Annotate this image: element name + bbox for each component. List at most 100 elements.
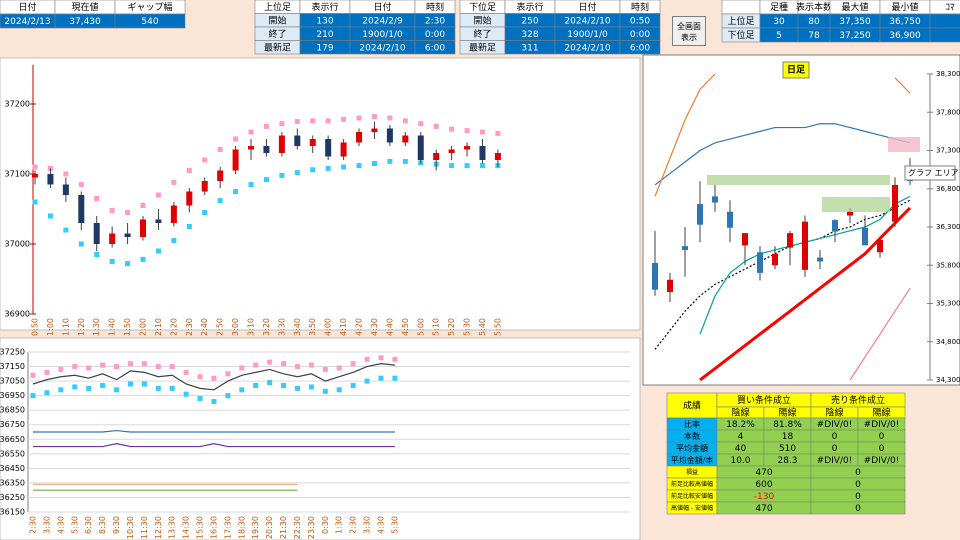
candle-body bbox=[170, 205, 177, 223]
cell-text: 陽線 bbox=[872, 407, 890, 419]
cell-text: 上位足 bbox=[264, 1, 291, 13]
band-marker bbox=[44, 390, 50, 396]
x-tick-label: 1:30 bbox=[92, 318, 101, 336]
line bbox=[699, 206, 912, 382]
band-marker bbox=[402, 118, 408, 124]
candle-body bbox=[817, 257, 823, 262]
candle-body bbox=[494, 153, 501, 160]
candle-body bbox=[862, 227, 868, 246]
cell-text: 10.0 bbox=[730, 456, 750, 466]
band-marker bbox=[140, 203, 146, 208]
x-tick-label: 17:30 bbox=[223, 516, 232, 539]
candle-body bbox=[417, 135, 424, 160]
x-tick-label: 10:30 bbox=[126, 516, 135, 539]
band-marker bbox=[58, 366, 64, 372]
band-marker bbox=[155, 364, 161, 370]
band-marker bbox=[100, 362, 106, 368]
band-marker bbox=[341, 116, 347, 122]
cell-text: ギャップ幅 bbox=[127, 1, 172, 13]
band-marker bbox=[239, 387, 245, 393]
cell-text: 終了 bbox=[473, 28, 491, 40]
x-tick-label: 4:30 bbox=[370, 318, 379, 336]
band-marker bbox=[155, 385, 161, 391]
candle-body bbox=[727, 211, 733, 228]
cell-text: 0 bbox=[855, 504, 861, 514]
band-marker bbox=[495, 130, 501, 136]
x-tick-label: 23:30 bbox=[307, 516, 316, 539]
band-marker bbox=[479, 129, 485, 135]
x-tick-label: 4:30 bbox=[377, 516, 386, 534]
band-marker bbox=[169, 364, 175, 370]
band-marker bbox=[32, 199, 38, 205]
line bbox=[33, 429, 395, 433]
cell-text: 比率 bbox=[684, 419, 700, 429]
x-tick-label: 3:10 bbox=[247, 318, 256, 336]
zone bbox=[822, 197, 890, 212]
band-marker bbox=[140, 256, 146, 262]
candle-body bbox=[325, 139, 332, 157]
cell-text: 2:30 bbox=[425, 16, 445, 26]
cell-text: 1900/1/0 bbox=[567, 30, 608, 40]
cell-text: 最新足 bbox=[264, 41, 291, 53]
x-tick-label: 2:30 bbox=[29, 516, 38, 534]
candle-body bbox=[772, 253, 778, 266]
cell-text: 平均金額/本 bbox=[671, 455, 714, 465]
candle-body bbox=[186, 191, 193, 206]
band-marker bbox=[310, 118, 316, 124]
x-tick-label: 21:30 bbox=[279, 516, 288, 539]
cell-text: ｺﾏ bbox=[945, 3, 955, 13]
band-marker bbox=[263, 177, 269, 183]
candle-body bbox=[78, 195, 85, 223]
x-tick-label: 5:20 bbox=[447, 318, 456, 336]
cell-text: 6:00 bbox=[425, 43, 445, 53]
band-marker bbox=[30, 393, 36, 399]
y-tick-label: 35,300 bbox=[936, 300, 960, 308]
cell-text: 37,250 bbox=[839, 31, 871, 41]
cell-text: 1900/1/0 bbox=[362, 30, 403, 40]
x-tick-label: 5:40 bbox=[478, 318, 487, 336]
cell-text: 18 bbox=[782, 432, 794, 442]
band-marker bbox=[94, 252, 100, 257]
band-marker bbox=[387, 115, 393, 121]
cell-text: #DIV/0! bbox=[817, 456, 853, 466]
cell bbox=[929, 13, 960, 29]
band-marker bbox=[109, 259, 115, 264]
cell-text: 2024/2/10 bbox=[564, 16, 610, 26]
x-tick-label: 5:30 bbox=[70, 516, 79, 534]
cell-text: 最小値 bbox=[891, 1, 918, 13]
candle-body bbox=[877, 240, 883, 253]
band-marker bbox=[449, 163, 455, 169]
band-marker bbox=[279, 121, 285, 127]
candle-body bbox=[93, 223, 100, 244]
band-marker bbox=[294, 170, 300, 176]
cell-text: 表示行 bbox=[311, 1, 338, 13]
band-marker bbox=[155, 192, 161, 198]
daily-title: 日足 bbox=[787, 65, 806, 76]
cell-text: -130 bbox=[754, 492, 775, 502]
band-marker bbox=[378, 375, 384, 381]
x-tick-label: 20:30 bbox=[265, 516, 274, 539]
cell-text: 250 bbox=[521, 16, 538, 26]
x-tick-label: 11:30 bbox=[140, 516, 149, 539]
x-tick-label: 3:20 bbox=[262, 318, 271, 336]
x-tick-label: 2:00 bbox=[139, 318, 148, 336]
candle-body bbox=[340, 142, 347, 157]
cell-text: 510 bbox=[779, 444, 796, 454]
fullscreen-button[interactable]: 全画面表示 bbox=[672, 16, 706, 46]
band-marker bbox=[294, 364, 300, 370]
cell-text: 0 bbox=[832, 432, 838, 442]
x-tick-label: 16:30 bbox=[209, 516, 218, 539]
candle-body bbox=[263, 146, 270, 153]
cell-text: 0 bbox=[855, 480, 861, 490]
y-tick-label: 36650 bbox=[0, 435, 25, 444]
band-marker bbox=[308, 384, 314, 390]
x-tick-label: 1:30 bbox=[335, 516, 344, 534]
band-marker bbox=[197, 396, 203, 402]
cell-text: 陰線 bbox=[825, 407, 843, 419]
band-marker bbox=[350, 382, 356, 388]
band-marker bbox=[217, 198, 223, 204]
band-marker bbox=[114, 387, 120, 393]
tooltip-box bbox=[904, 165, 956, 181]
x-tick-label: 1:10 bbox=[61, 318, 70, 336]
cell-text: 高値幅 - 安値幅 bbox=[671, 504, 713, 512]
